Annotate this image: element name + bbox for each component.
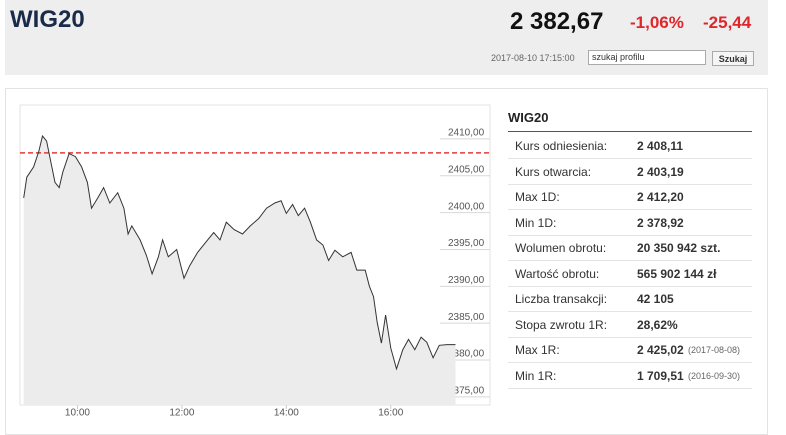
table-row: Wartość obrotu: 565 902 144 zł (508, 261, 752, 287)
cell-value: 42 105 (637, 292, 674, 306)
cell-value: 1 709,51 (637, 368, 684, 383)
cell-value: 2 425,02 (637, 343, 684, 357)
table-row: Kurs otwarcia: 2 403,19 (508, 159, 752, 185)
x-tick-label: 12:00 (169, 408, 194, 419)
y-tick-label: 2405,00 (448, 164, 485, 175)
price-line (23, 134, 456, 371)
table-rule (508, 131, 752, 132)
cell-label: Min 1R: (515, 368, 557, 383)
table-row: Wolumen obrotu: 20 350 942 szt. (508, 235, 752, 261)
y-tick-label: 2395,00 (448, 238, 485, 249)
x-tick-label: 14:00 (274, 408, 299, 419)
datetime: 2017-08-10 17:15:00 (491, 53, 575, 63)
search-button[interactable]: Szukaj (712, 51, 754, 66)
cell-value: 2 408,11 (637, 139, 684, 153)
table-row: Kurs odniesienia: 2 408,11 (508, 133, 752, 159)
cell-label: Wartość obrotu: (515, 266, 600, 281)
cell-label: Wolumen obrotu: (515, 241, 607, 255)
search-input[interactable]: szukaj profilu (588, 50, 706, 65)
y-tick-label: 2390,00 (448, 275, 485, 286)
cell-note: (2017-08-08) (688, 345, 741, 355)
cell-label: Kurs otwarcia: (515, 164, 592, 179)
y-tick-label: 2410,00 (448, 128, 485, 139)
table-row: Stopa zwrotu 1R: 28,62% (508, 312, 752, 338)
cell-label: Stopa zwrotu 1R: (515, 317, 608, 332)
table-row: Min 1D: 2 378,92 (508, 210, 752, 236)
table-row: Min 1R: 1 709,51 (2016-09-30) (508, 363, 752, 389)
cell-note: (2016-09-30) (688, 370, 741, 381)
cell-label: Min 1D: (515, 215, 557, 230)
cell-value: 2 412,20 (637, 190, 684, 204)
cell-label: Kurs odniesienia: (515, 139, 608, 153)
cell-value: 20 350 942 szt. (637, 241, 721, 255)
x-tick-label: 10:00 (65, 408, 90, 419)
table-row: Liczba transakcji: 42 105 (508, 286, 752, 312)
index-title: WIG20 (10, 6, 85, 33)
x-tick-label: 16:00 (378, 408, 403, 419)
cell-value: 2 403,19 (637, 164, 684, 179)
table-row: Max 1D: 2 412,20 (508, 184, 752, 210)
table-row: Max 1R: 2 425,02 (2017-08-08) (508, 337, 752, 363)
y-tick-label: 2400,00 (448, 201, 485, 212)
y-tick-label: 2385,00 (448, 312, 485, 323)
change: -25,44 (703, 13, 752, 32)
change-pct: -1,06% (630, 13, 684, 32)
y-tick-label: 2375,00 (448, 386, 485, 397)
cell-value: 28,62% (637, 317, 678, 332)
cell-label: Max 1R: (515, 343, 560, 357)
cell-value: 2 378,92 (637, 215, 684, 230)
cell-label: Liczba transakcji: (515, 292, 608, 306)
y-tick-label: 2380,00 (448, 349, 485, 360)
area (23, 136, 456, 405)
cell-value: 565 902 144 zł (637, 266, 717, 281)
chart: 2410,00 2405,00 2400,00 2395,00 2390,00 2385,… (19, 104, 491, 419)
cell-label: Max 1D: (515, 190, 560, 204)
table-title: WIG20 (508, 110, 549, 125)
price: 2 382,67 (510, 8, 604, 35)
